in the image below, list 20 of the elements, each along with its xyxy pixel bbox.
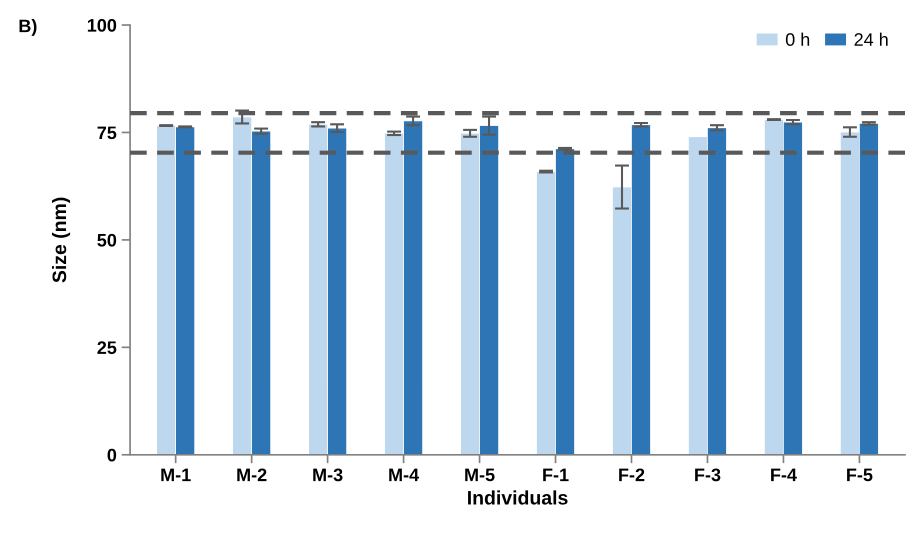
x-tick-label: M-2	[237, 468, 266, 482]
x-tick-label: F-5	[847, 468, 872, 482]
y-tick-label: 75	[98, 126, 116, 140]
x-tick-label: F-4	[771, 468, 797, 482]
x-tick-label: M-5	[465, 468, 495, 482]
y-tick-label: 100	[88, 18, 116, 32]
y-axis-title: Size (nm)	[52, 198, 70, 283]
y-tick-label: 50	[97, 234, 116, 247]
x-tick-label: F-1	[543, 468, 569, 482]
x-axis-title: Individuals	[468, 490, 568, 505]
x-tick-label: F-2	[619, 468, 644, 482]
x-tick-label: M-3	[313, 468, 342, 482]
text: B)	[20, 19, 36, 36]
y-tick-label: 25	[97, 341, 116, 354]
y-tick-label: 0	[108, 448, 116, 462]
x-tick-label: F-3	[695, 468, 720, 482]
x-tick-label: M-4	[389, 468, 420, 482]
legend-label: 24 h	[854, 32, 888, 46]
x-tick-label: M-1	[161, 468, 191, 482]
legend-label: 0 h	[786, 32, 810, 46]
